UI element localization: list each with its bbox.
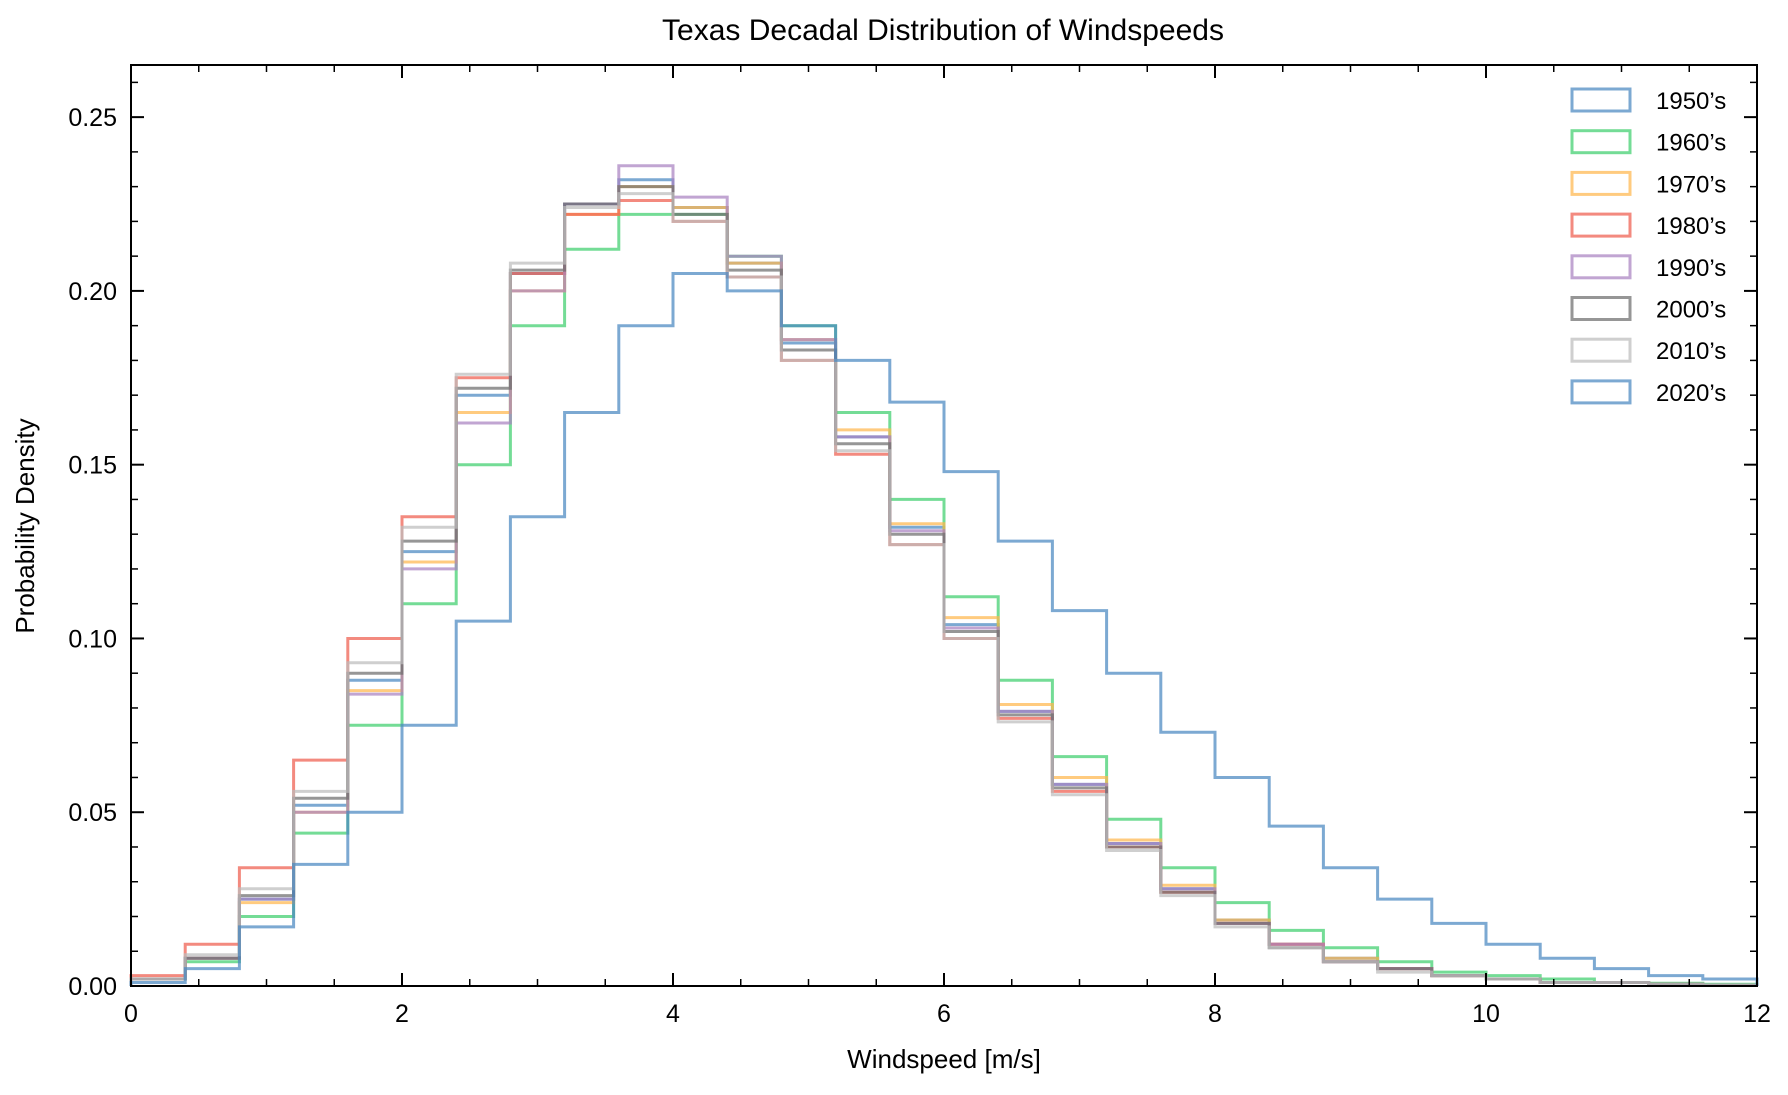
axis-ticks: 0 2 4 6 8 10 12 0.00 0.05 0.10 0.15 0.20 0.25	[68, 65, 1771, 1028]
legend-label: 2000’s	[1656, 297, 1726, 324]
legend-swatch	[1570, 129, 1632, 155]
chart-title: Texas Decadal Distribution of Windspeeds	[662, 14, 1224, 47]
y-tick-label: 0.15	[68, 452, 117, 480]
x-tick-label: 6	[937, 1000, 951, 1028]
x-axis-label: Windspeed [m/s]	[847, 1044, 1041, 1074]
legend-label: 2020’s	[1656, 380, 1726, 407]
legend-label: 1990’s	[1656, 255, 1726, 282]
series-step-7	[129, 272, 1759, 986]
legend-swatch	[1570, 87, 1632, 113]
series-layer	[129, 164, 1759, 987]
x-tick-label: 10	[1472, 1000, 1500, 1028]
x-tick-label: 4	[666, 1000, 680, 1028]
legend-label: 1980’s	[1656, 213, 1726, 240]
x-tick-label: 2	[395, 1000, 409, 1028]
x-tick-label: 0	[124, 1000, 138, 1028]
legend-swatch	[1570, 254, 1632, 280]
x-tick-label: 8	[1208, 1000, 1222, 1028]
legend: 1950’s 1960’s 1970’s 1980’s 1990’s 2000’s 2010…	[1570, 87, 1726, 407]
legend-label: 2010’s	[1656, 338, 1726, 365]
y-tick-label: 0.00	[68, 973, 117, 1001]
y-tick-label: 0.05	[68, 799, 117, 827]
legend-swatch	[1570, 170, 1632, 196]
legend-swatch	[1570, 212, 1632, 238]
legend-swatch	[1570, 337, 1632, 363]
y-tick-label: 0.25	[68, 104, 117, 132]
legend-label: 1970’s	[1656, 171, 1726, 198]
y-axis-label: Probability Density	[10, 418, 40, 633]
y-tick-label: 0.10	[68, 625, 117, 653]
series-step-6	[129, 192, 1759, 987]
legend-swatch	[1570, 379, 1632, 405]
legend-swatch	[1570, 296, 1632, 321]
x-tick-label: 12	[1743, 1000, 1771, 1028]
y-tick-label: 0.20	[68, 278, 117, 306]
legend-label: 1960’s	[1656, 130, 1726, 157]
legend-label: 1950’s	[1656, 88, 1726, 115]
